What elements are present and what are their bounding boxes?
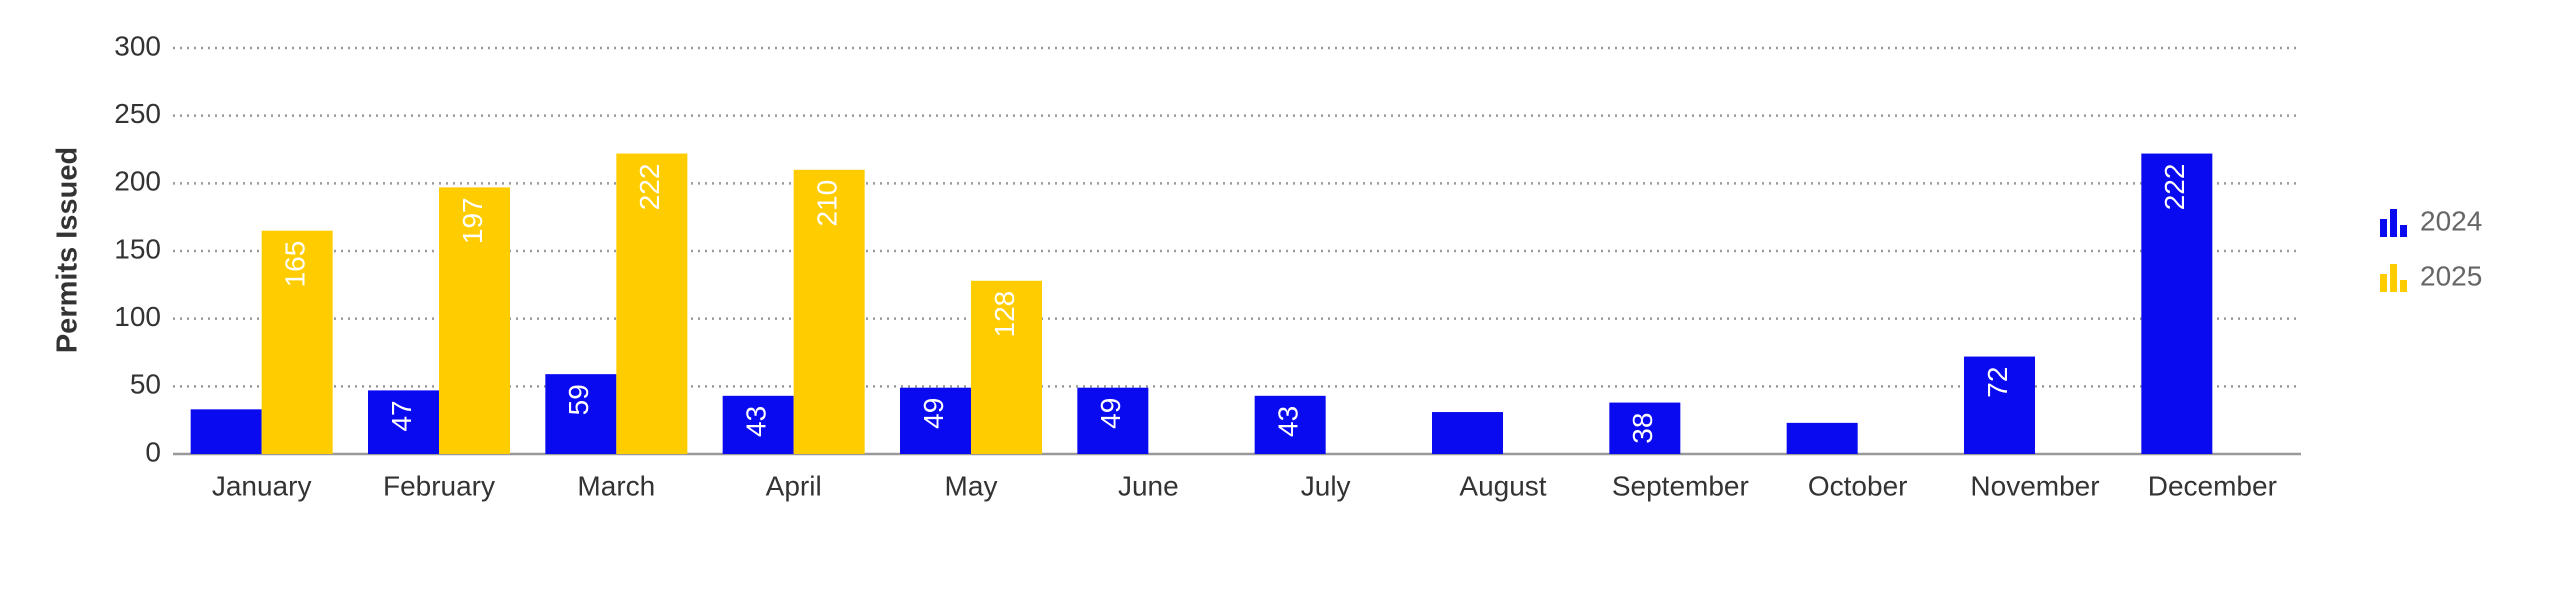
bar [793,169,865,455]
value-label: 165 [280,241,311,288]
y-tick-label: 50 [130,369,161,400]
value-label: 210 [812,180,843,227]
value-label: 197 [457,197,488,244]
legend-item: 2024 [2380,205,2482,237]
x-tick-label: February [383,470,495,501]
value-label: 38 [1627,413,1658,444]
bar [1786,422,1858,454]
value-label: 222 [634,164,665,211]
legend-item: 2025 [2380,260,2482,292]
legend-icon [2380,219,2387,237]
x-tick-label: January [212,470,312,501]
y-tick-label: 0 [145,436,161,467]
legend-icon [2400,280,2407,292]
bar [1254,395,1326,454]
x-tick-label: September [1612,470,1749,501]
value-label: 49 [918,398,949,429]
x-tick-label: May [945,470,998,501]
bar [2141,153,2213,454]
value-label: 222 [2159,164,2190,211]
bar [190,409,262,454]
legend-label: 2025 [2420,260,2482,291]
legend-icon [2390,209,2397,237]
bar [1077,387,1149,454]
x-tick-label: June [1118,470,1179,501]
bar [616,153,688,454]
bar [439,187,510,455]
bar [1964,356,2035,454]
value-label: 128 [989,291,1020,338]
value-label: 72 [1982,367,2013,398]
x-tick-label: December [2148,470,2277,501]
value-label: 43 [1273,406,1304,437]
bar [900,387,971,454]
legend-label: 2024 [2420,205,2482,236]
legend-icon [2380,274,2387,292]
bar [971,280,1042,454]
y-tick-label: 200 [114,166,161,197]
x-tick-label: March [577,470,655,501]
legend-icon [2400,225,2407,237]
legend-icon [2390,264,2397,292]
y-tick-label: 250 [114,98,161,129]
x-tick-label: October [1808,470,1908,501]
y-tick-label: 100 [114,301,161,332]
y-tick-label: 300 [114,30,161,61]
x-tick-label: April [766,470,822,501]
x-tick-label: November [1970,470,2099,501]
bar [368,390,439,454]
y-axis-title: Permits Issued [52,147,84,353]
bar [1609,402,1681,454]
value-label: 47 [386,400,417,431]
value-label: 43 [741,406,772,437]
x-tick-label: July [1301,470,1351,501]
value-label: 59 [563,384,594,415]
bar [545,374,617,454]
x-tick-label: August [1459,470,1546,501]
bar [722,395,794,454]
bar [261,230,333,454]
y-tick-label: 150 [114,233,161,264]
bar [1432,412,1503,454]
value-label: 49 [1095,398,1126,429]
